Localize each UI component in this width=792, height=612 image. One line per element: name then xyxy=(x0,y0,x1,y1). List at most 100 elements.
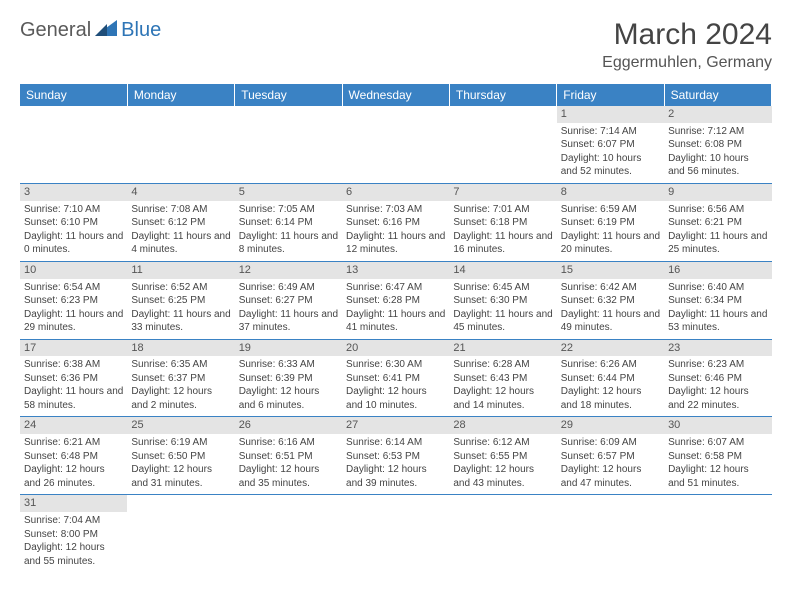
calendar-cell: 10Sunrise: 6:54 AMSunset: 6:23 PMDayligh… xyxy=(20,261,127,339)
calendar-cell: 6Sunrise: 7:03 AMSunset: 6:16 PMDaylight… xyxy=(342,183,449,261)
day-number: 28 xyxy=(449,417,556,434)
cell-daylight: Daylight: 11 hours and 20 minutes. xyxy=(561,230,660,257)
cell-sunrise: Sunrise: 6:07 AM xyxy=(668,436,767,450)
cell-daylight: Daylight: 12 hours and 47 minutes. xyxy=(561,463,660,490)
cell-sunset: Sunset: 6:19 PM xyxy=(561,216,660,230)
calendar-week-row: 3Sunrise: 7:10 AMSunset: 6:10 PMDaylight… xyxy=(20,183,772,261)
day-number: 22 xyxy=(557,340,664,357)
calendar-cell: 22Sunrise: 6:26 AMSunset: 6:44 PMDayligh… xyxy=(557,339,664,417)
calendar-cell: 14Sunrise: 6:45 AMSunset: 6:30 PMDayligh… xyxy=(449,261,556,339)
cell-sunrise: Sunrise: 6:28 AM xyxy=(453,358,552,372)
calendar-cell xyxy=(342,106,449,183)
cell-daylight: Daylight: 11 hours and 49 minutes. xyxy=(561,308,660,335)
calendar-cell xyxy=(20,106,127,183)
cell-sunset: Sunset: 6:21 PM xyxy=(668,216,767,230)
cell-sunset: Sunset: 6:08 PM xyxy=(668,138,767,152)
day-number: 31 xyxy=(20,495,127,512)
cell-sunset: Sunset: 6:07 PM xyxy=(561,138,660,152)
calendar-cell: 13Sunrise: 6:47 AMSunset: 6:28 PMDayligh… xyxy=(342,261,449,339)
calendar-cell xyxy=(449,495,556,572)
calendar-cell: 27Sunrise: 6:14 AMSunset: 6:53 PMDayligh… xyxy=(342,417,449,495)
cell-sunrise: Sunrise: 7:14 AM xyxy=(561,125,660,139)
cell-sunset: Sunset: 6:10 PM xyxy=(24,216,123,230)
cell-sunset: Sunset: 6:34 PM xyxy=(668,294,767,308)
cell-sunrise: Sunrise: 6:12 AM xyxy=(453,436,552,450)
cell-sunset: Sunset: 6:23 PM xyxy=(24,294,123,308)
cell-sunset: Sunset: 6:37 PM xyxy=(131,372,230,386)
calendar-cell: 26Sunrise: 6:16 AMSunset: 6:51 PMDayligh… xyxy=(235,417,342,495)
cell-daylight: Daylight: 11 hours and 16 minutes. xyxy=(453,230,552,257)
cell-sunset: Sunset: 6:41 PM xyxy=(346,372,445,386)
day-number: 25 xyxy=(127,417,234,434)
calendar-cell: 16Sunrise: 6:40 AMSunset: 6:34 PMDayligh… xyxy=(664,261,771,339)
cell-sunrise: Sunrise: 6:38 AM xyxy=(24,358,123,372)
cell-daylight: Daylight: 12 hours and 39 minutes. xyxy=(346,463,445,490)
cell-sunrise: Sunrise: 7:01 AM xyxy=(453,203,552,217)
calendar-cell: 28Sunrise: 6:12 AMSunset: 6:55 PMDayligh… xyxy=(449,417,556,495)
calendar-cell: 18Sunrise: 6:35 AMSunset: 6:37 PMDayligh… xyxy=(127,339,234,417)
logo-text-general: General xyxy=(20,19,91,42)
day-number: 30 xyxy=(664,417,771,434)
calendar-cell: 15Sunrise: 6:42 AMSunset: 6:32 PMDayligh… xyxy=(557,261,664,339)
calendar-cell: 31Sunrise: 7:04 AMSunset: 8:00 PMDayligh… xyxy=(20,495,127,572)
calendar-column-header: Monday xyxy=(127,84,234,106)
calendar-body: 1 Sunrise: 7:14 AMSunset: 6:07 PM Daylight… xyxy=(20,106,772,572)
calendar-cell xyxy=(557,495,664,572)
cell-sunset: Sunset: 6:58 PM xyxy=(668,450,767,464)
cell-daylight: Daylight: 12 hours and 6 minutes. xyxy=(239,385,338,412)
page-title: March 2024 xyxy=(602,18,772,52)
day-number: 5 xyxy=(235,184,342,201)
cell-daylight: Daylight: 11 hours and 8 minutes. xyxy=(239,230,338,257)
calendar-week-row: 24Sunrise: 6:21 AMSunset: 6:48 PMDayligh… xyxy=(20,417,772,495)
cell-sunrise: Sunrise: 6:40 AM xyxy=(668,281,767,295)
calendar-week-row: 1 Sunrise: 7:14 AMSunset: 6:07 PM Daylight… xyxy=(20,106,772,183)
cell-sunrise: Sunrise: 6:09 AM xyxy=(561,436,660,450)
day-number: 4 xyxy=(127,184,234,201)
cell-daylight: Daylight: 11 hours and 45 minutes. xyxy=(453,308,552,335)
day-number: 7 xyxy=(449,184,556,201)
day-number: 16 xyxy=(664,262,771,279)
day-number: 19 xyxy=(235,340,342,357)
cell-sunrise: Sunrise: 6:47 AM xyxy=(346,281,445,295)
cell-sunrise: Sunrise: 6:19 AM xyxy=(131,436,230,450)
day-number: 15 xyxy=(557,262,664,279)
cell-daylight: Daylight: 11 hours and 29 minutes. xyxy=(24,308,123,335)
cell-daylight: Daylight: 11 hours and 41 minutes. xyxy=(346,308,445,335)
cell-sunset: Sunset: 6:51 PM xyxy=(239,450,338,464)
cell-daylight: Daylight: 10 hours and 56 minutes. xyxy=(668,152,767,179)
cell-sunrise: Sunrise: 6:42 AM xyxy=(561,281,660,295)
calendar-cell: 17Sunrise: 6:38 AMSunset: 6:36 PMDayligh… xyxy=(20,339,127,417)
cell-sunset: Sunset: 6:50 PM xyxy=(131,450,230,464)
cell-daylight: Daylight: 11 hours and 4 minutes. xyxy=(131,230,230,257)
calendar-cell xyxy=(127,495,234,572)
day-number: 21 xyxy=(449,340,556,357)
day-number: 10 xyxy=(20,262,127,279)
calendar-cell xyxy=(449,106,556,183)
calendar-cell xyxy=(235,106,342,183)
cell-sunrise: Sunrise: 6:21 AM xyxy=(24,436,123,450)
day-number: 6 xyxy=(342,184,449,201)
calendar-cell: 2Sunrise: 7:12 AMSunset: 6:08 PMDaylight… xyxy=(664,106,771,183)
cell-sunset: Sunset: 6:28 PM xyxy=(346,294,445,308)
cell-sunrise: Sunrise: 7:04 AM xyxy=(24,514,123,528)
day-number: 27 xyxy=(342,417,449,434)
cell-sunrise: Sunrise: 7:03 AM xyxy=(346,203,445,217)
cell-sunset: Sunset: 6:57 PM xyxy=(561,450,660,464)
cell-sunset: Sunset: 6:55 PM xyxy=(453,450,552,464)
cell-sunset: Sunset: 6:36 PM xyxy=(24,372,123,386)
calendar-cell: 12Sunrise: 6:49 AMSunset: 6:27 PMDayligh… xyxy=(235,261,342,339)
calendar-week-row: 10Sunrise: 6:54 AMSunset: 6:23 PMDayligh… xyxy=(20,261,772,339)
cell-daylight: Daylight: 11 hours and 37 minutes. xyxy=(239,308,338,335)
cell-daylight: Daylight: 11 hours and 12 minutes. xyxy=(346,230,445,257)
day-number: 1 xyxy=(557,106,664,123)
calendar-cell xyxy=(342,495,449,572)
cell-daylight: Daylight: 12 hours and 10 minutes. xyxy=(346,385,445,412)
cell-sunrise: Sunrise: 7:08 AM xyxy=(131,203,230,217)
logo-sail-icon xyxy=(93,18,119,43)
cell-daylight: Daylight: 12 hours and 31 minutes. xyxy=(131,463,230,490)
cell-daylight: Daylight: 12 hours and 2 minutes. xyxy=(131,385,230,412)
calendar-cell: 21Sunrise: 6:28 AMSunset: 6:43 PMDayligh… xyxy=(449,339,556,417)
day-number: 23 xyxy=(664,340,771,357)
cell-sunrise: Sunrise: 6:35 AM xyxy=(131,358,230,372)
cell-sunrise: Sunrise: 6:23 AM xyxy=(668,358,767,372)
